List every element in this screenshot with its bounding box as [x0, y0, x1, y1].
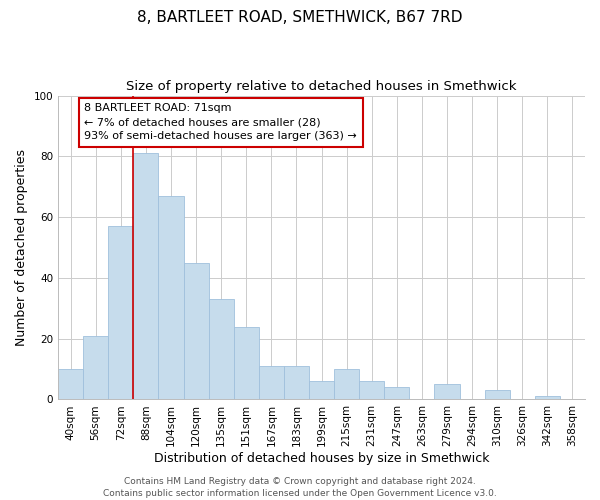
Text: 8 BARTLEET ROAD: 71sqm
← 7% of detached houses are smaller (28)
93% of semi-deta: 8 BARTLEET ROAD: 71sqm ← 7% of detached …	[85, 103, 357, 141]
Bar	[209, 299, 233, 400]
Bar	[434, 384, 460, 400]
Bar	[284, 366, 309, 400]
Bar	[233, 326, 259, 400]
Text: Contains HM Land Registry data © Crown copyright and database right 2024.
Contai: Contains HM Land Registry data © Crown c…	[103, 476, 497, 498]
Bar	[158, 196, 184, 400]
Bar	[384, 388, 409, 400]
Bar	[259, 366, 284, 400]
Bar	[133, 154, 158, 400]
Bar	[309, 381, 334, 400]
Bar	[184, 262, 209, 400]
Bar	[334, 369, 359, 400]
Text: 8, BARTLEET ROAD, SMETHWICK, B67 7RD: 8, BARTLEET ROAD, SMETHWICK, B67 7RD	[137, 10, 463, 25]
Bar	[485, 390, 510, 400]
Bar	[58, 369, 83, 400]
Bar	[83, 336, 108, 400]
Bar	[108, 226, 133, 400]
Bar	[359, 381, 384, 400]
X-axis label: Distribution of detached houses by size in Smethwick: Distribution of detached houses by size …	[154, 452, 489, 465]
Title: Size of property relative to detached houses in Smethwick: Size of property relative to detached ho…	[126, 80, 517, 93]
Bar	[535, 396, 560, 400]
Y-axis label: Number of detached properties: Number of detached properties	[15, 149, 28, 346]
